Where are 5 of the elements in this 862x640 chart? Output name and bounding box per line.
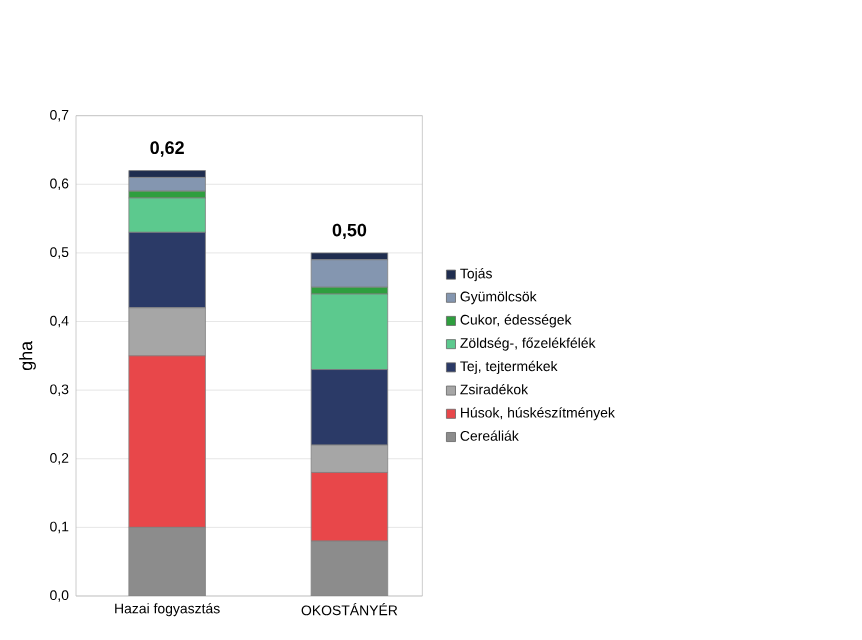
total-label: 0,50: [332, 223, 367, 240]
y-axis-title: gha: [19, 340, 36, 371]
bar: [128, 177, 206, 192]
total-label: 0,62: [150, 141, 184, 157]
bar: [310, 259, 389, 288]
